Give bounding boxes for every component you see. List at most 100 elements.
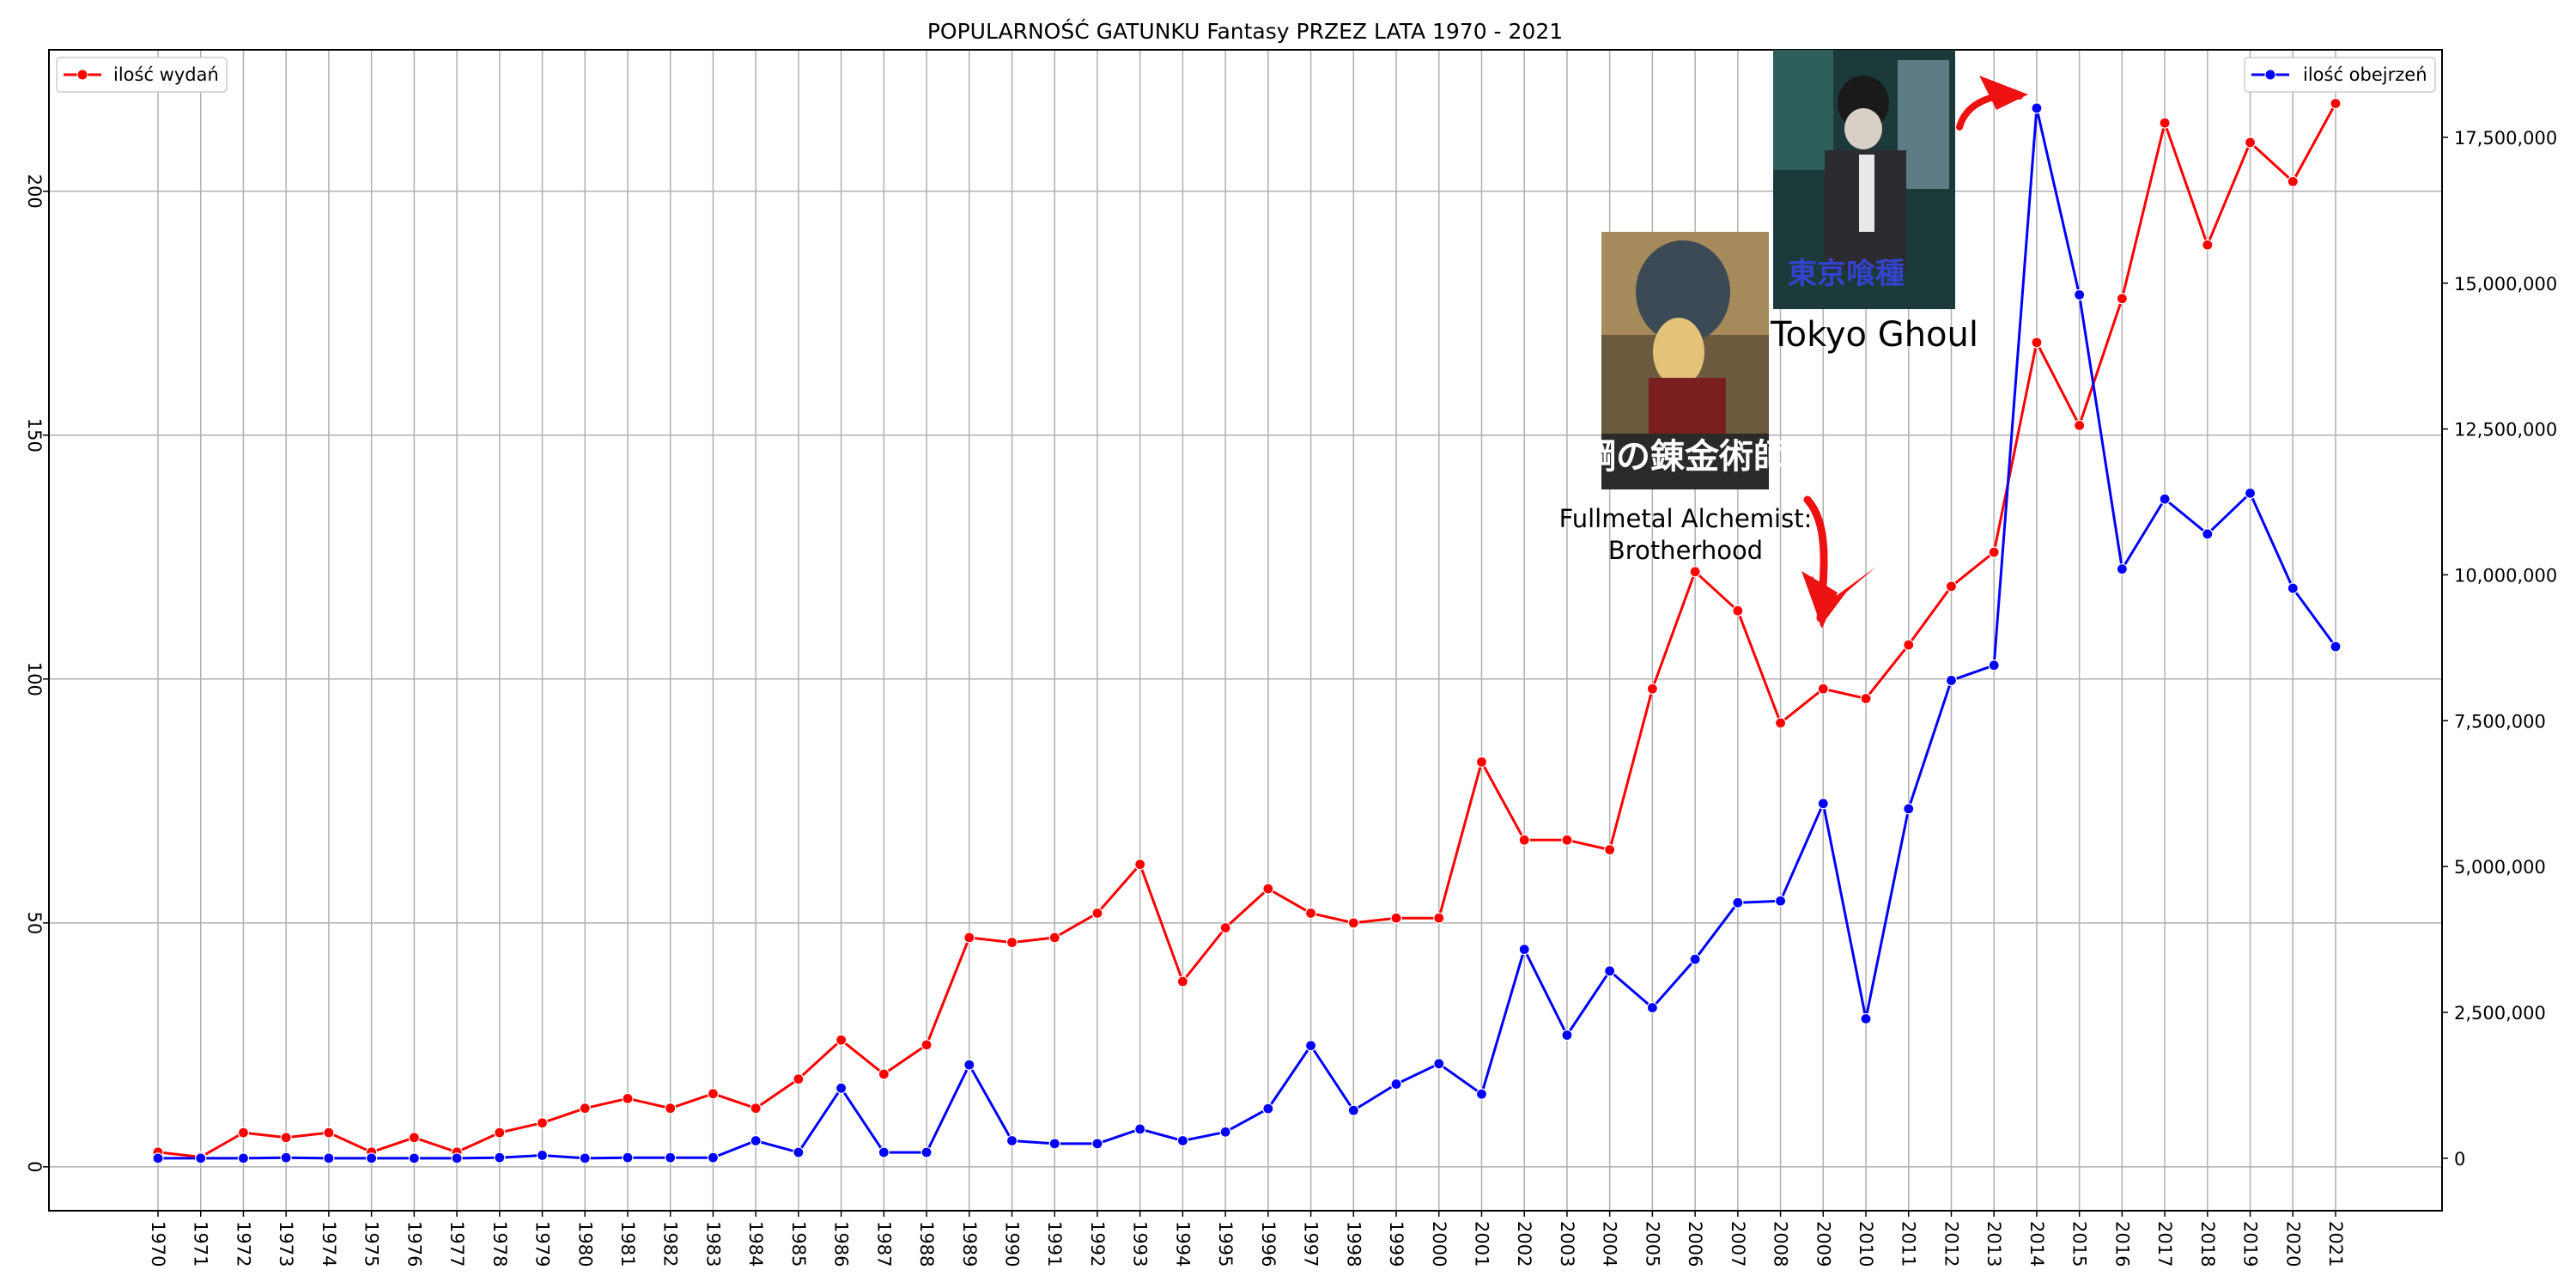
x-tick-label: 2005 (1642, 1221, 1662, 1267)
data-point (1903, 639, 1915, 651)
y-right-tick-label: 7,500,000 (2454, 711, 2546, 732)
annotation-fullmetal-line2: Brotherhood (1608, 536, 1763, 565)
data-point (152, 1152, 164, 1164)
data-point (2074, 419, 2086, 432)
data-point (707, 1151, 720, 1163)
data-point (1390, 912, 1402, 924)
data-point (1219, 921, 1231, 934)
x-tick-label: 2016 (2111, 1221, 2132, 1267)
plot-frame (48, 49, 2443, 1212)
data-point (1988, 659, 2000, 671)
data-point (536, 1149, 549, 1162)
x-tick-label: 1982 (660, 1221, 681, 1267)
x-tick-label: 1995 (1215, 1221, 1236, 1267)
data-point (1774, 717, 1787, 729)
x-tick-label: 1978 (489, 1221, 510, 1267)
data-point (2116, 293, 2128, 305)
y-left-tick-label: 0 (24, 1161, 45, 1172)
data-point (1988, 546, 2000, 558)
data-point (494, 1127, 506, 1139)
data-point (1945, 674, 1958, 687)
data-point (1433, 1058, 1445, 1070)
data-point (2116, 563, 2128, 575)
data-point (920, 1039, 933, 1051)
x-tick-label: 2004 (1600, 1221, 1620, 1267)
x-tick-label: 2009 (1813, 1221, 1833, 1267)
x-tick-label: 1986 (831, 1221, 852, 1267)
annotation-fullmetal-line1: Fullmetal Alchemist: (1559, 504, 1813, 533)
data-point (323, 1152, 335, 1164)
data-point (1732, 605, 1744, 617)
x-tick-label: 1985 (788, 1221, 809, 1267)
data-point (1134, 1123, 1146, 1135)
y-left-tick-label: 150 (24, 418, 45, 453)
grid (49, 50, 2442, 1211)
x-tick-label: 1974 (319, 1221, 339, 1267)
x-tick-label: 2002 (1514, 1221, 1534, 1267)
data-point (1646, 683, 1658, 695)
annotation-arrow-2009 (1801, 495, 1876, 629)
x-tick-label: 2008 (1771, 1221, 1791, 1267)
data-point (579, 1103, 591, 1115)
data-point (280, 1132, 292, 1144)
data-point (1604, 844, 1616, 856)
x-tick-label: 1984 (745, 1221, 766, 1267)
data-point (2287, 175, 2299, 187)
x-tick-label: 1994 (1172, 1221, 1193, 1267)
data-point (1475, 756, 1488, 768)
data-point (366, 1152, 378, 1164)
x-tick-label: 2001 (1471, 1221, 1492, 1267)
data-point (1390, 1078, 1402, 1091)
data-point (1048, 932, 1060, 944)
x-tick-label: 2014 (2026, 1221, 2047, 1267)
data-point (1304, 907, 1317, 920)
data-point (963, 932, 975, 944)
annotation-tokyo-ghoul: 東京喰種 Tokyo Ghoul (1770, 50, 2028, 355)
data-point (622, 1092, 634, 1104)
data-point (1219, 1126, 1231, 1138)
x-tick-label: 1980 (574, 1221, 595, 1267)
data-point (1518, 834, 1530, 846)
data-point (750, 1103, 762, 1115)
x-tick-label: 2021 (2325, 1221, 2346, 1267)
data-point (494, 1151, 506, 1163)
y-right-tick-label: 12,500,000 (2454, 420, 2557, 440)
x-tick-label: 1997 (1301, 1221, 1321, 1267)
x-tick-label: 1981 (617, 1221, 638, 1267)
data-point (1561, 1029, 1573, 1042)
series-releases (152, 97, 2342, 1163)
y-right-tick-label: 0 (2454, 1149, 2465, 1170)
data-point (408, 1132, 420, 1144)
data-point (1475, 1088, 1488, 1100)
x-tick-label: 1977 (447, 1221, 467, 1267)
data-point (622, 1151, 634, 1163)
x-tick-label: 1988 (916, 1221, 937, 1267)
x-tick-label: 1973 (276, 1221, 296, 1267)
x-tick-label: 1992 (1087, 1221, 1108, 1267)
data-point (1518, 944, 1530, 956)
data-point (1347, 917, 1359, 929)
legend-left-label: ilość wydań (113, 64, 219, 85)
data-point (1005, 936, 1018, 949)
svg-text:鋼の錬金術師: 鋼の錬金術師 (1582, 436, 1788, 477)
series-line (157, 102, 2337, 1158)
data-point (280, 1151, 292, 1163)
x-tick-label: 2018 (2197, 1221, 2218, 1267)
x-tick-label: 1971 (191, 1221, 211, 1267)
y-right-tick-label: 10,000,000 (2454, 565, 2557, 586)
y-left-tick-label: 100 (24, 662, 45, 696)
x-tick-label: 1987 (873, 1221, 894, 1267)
data-point (665, 1103, 677, 1115)
x-tick-label: 1996 (1258, 1221, 1279, 1267)
x-tick-label: 2007 (1728, 1221, 1748, 1267)
data-point (707, 1088, 720, 1100)
data-point (1005, 1134, 1018, 1147)
data-point (2031, 102, 2043, 114)
series-views (152, 102, 2342, 1164)
x-tick-label: 2017 (2154, 1221, 2175, 1267)
x-tick-label: 2010 (1856, 1221, 1876, 1267)
data-point (1048, 1138, 1060, 1150)
x-tick-label: 1991 (1044, 1221, 1065, 1267)
data-point (878, 1068, 890, 1080)
